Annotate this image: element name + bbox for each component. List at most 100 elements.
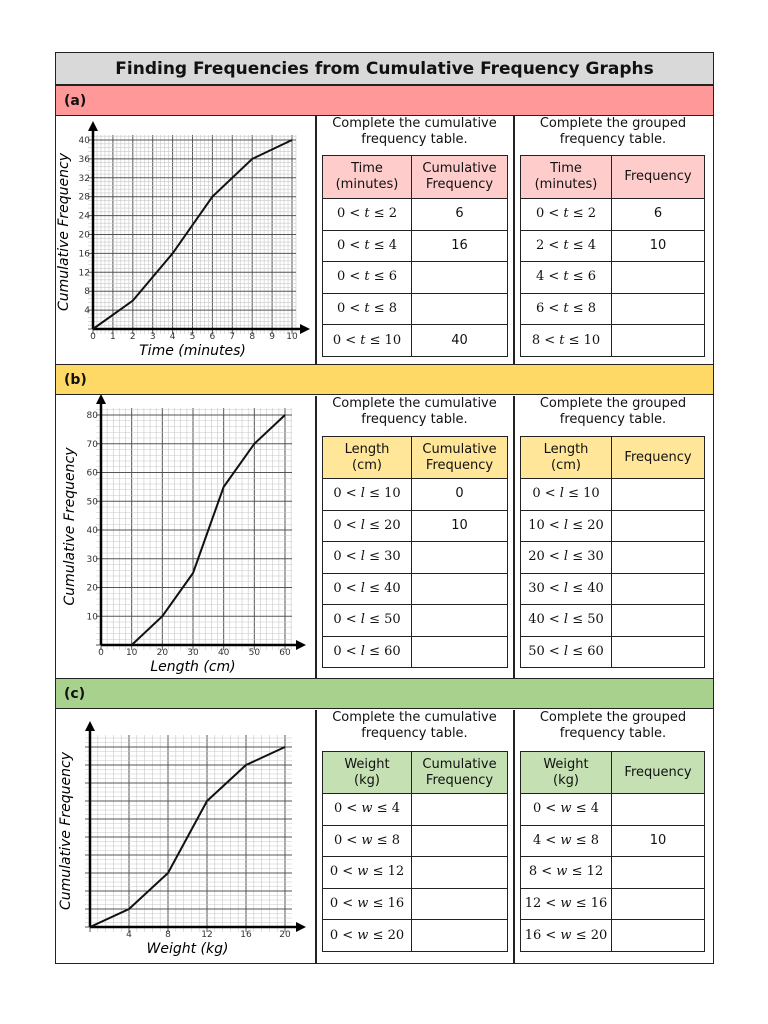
table-row: 4 < t ≤ 6 — [520, 261, 705, 294]
frequency-cell[interactable]: 10 — [411, 509, 508, 542]
interval-cell: 0 < t ≤ 10 — [322, 324, 412, 357]
x-tick-label: 6 — [210, 332, 216, 342]
section-header-a: (a) — [55, 85, 714, 116]
grouped-instruction: Complete the grouped frequency table. — [539, 116, 687, 147]
cumulative-instruction: Complete the cumulative frequency table. — [332, 116, 497, 147]
frequency-cell[interactable] — [611, 856, 705, 889]
x-tick-label: 10 — [286, 332, 298, 342]
frequency-cell[interactable] — [611, 478, 705, 511]
frequency-cell[interactable]: 10 — [611, 229, 705, 263]
interval-cell: 6 < t ≤ 8 — [520, 292, 612, 326]
frequency-cell[interactable] — [611, 887, 705, 921]
table-row: 0 < l ≤ 50 — [322, 604, 508, 637]
frequency-cell[interactable] — [611, 793, 705, 826]
column-divider — [315, 116, 317, 364]
frequency-cell[interactable] — [611, 324, 705, 357]
frequency-cell[interactable] — [611, 635, 705, 668]
table-row: 0 < t ≤ 10 40 — [322, 324, 508, 357]
x-tick-label: 1 — [110, 332, 116, 342]
frequency-cell[interactable] — [411, 793, 508, 826]
interval-cell: 30 < l ≤ 40 — [520, 572, 612, 605]
interval-cell: 0 < w ≤ 4 — [520, 793, 612, 826]
table-row: 2 < t ≤ 4 10 — [520, 229, 705, 263]
frequency-cell[interactable] — [611, 541, 705, 574]
table-row: 6 < t ≤ 8 — [520, 292, 705, 326]
worksheet-title: Finding Frequencies from Cumulative Freq… — [55, 52, 714, 85]
x-tick-label: 60 — [279, 648, 291, 658]
grouped-instruction: Complete the grouped frequency table. — [539, 396, 687, 427]
table-row: 0 < l ≤ 10 0 — [322, 478, 508, 511]
cumulative-frequency-table: Weight (kg) Cumulative Frequency 0 < w ≤ 4… — [322, 751, 508, 952]
frequency-cell[interactable] — [611, 572, 705, 605]
frequency-cell[interactable] — [411, 541, 508, 574]
column-header: Cumulative Frequency — [411, 436, 508, 479]
frequency-cell[interactable] — [611, 509, 705, 542]
y-tick-label: 50 — [87, 497, 99, 507]
table-row: 30 < l ≤ 40 — [520, 572, 705, 605]
frequency-cell[interactable] — [411, 292, 508, 326]
table-row: 12 < w ≤ 16 — [520, 887, 705, 921]
interval-cell: 10 < l ≤ 20 — [520, 509, 612, 542]
table-row: 0 < l ≤ 10 — [520, 478, 705, 511]
interval-cell: 8 < t ≤ 10 — [520, 324, 612, 357]
interval-cell: 4 < t ≤ 6 — [520, 261, 612, 294]
y-axis-label: Cumulative Frequency — [62, 447, 78, 606]
column-header: Time (minutes) — [322, 155, 412, 199]
x-tick-label: 16 — [240, 930, 252, 940]
frequency-cell[interactable]: 6 — [611, 198, 705, 231]
x-tick-label: 40 — [218, 648, 230, 658]
cumulative-instruction: Complete the cumulative frequency table. — [332, 710, 497, 741]
column-header: Length (cm) — [520, 436, 612, 479]
frequency-cell[interactable] — [411, 572, 508, 605]
y-axis-arrow-icon — [96, 394, 106, 404]
interval-cell: 20 < l ≤ 30 — [520, 541, 612, 574]
table-row: 0 < w ≤ 4 — [322, 793, 508, 826]
y-axis-label: Cumulative Frequency — [56, 152, 72, 311]
x-axis-label: Length (cm) — [150, 659, 235, 675]
frequency-cell[interactable] — [411, 887, 508, 921]
grouped-frequency-table: Length (cm) Frequency 0 < l ≤ 10 10 < l ≤ 2… — [520, 436, 705, 668]
frequency-cell[interactable] — [411, 856, 508, 889]
frequency-cell[interactable]: 16 — [411, 229, 508, 263]
y-tick-label: 10 — [87, 612, 99, 622]
table-row: 50 < l ≤ 60 — [520, 635, 705, 668]
frequency-cell[interactable] — [611, 919, 705, 952]
frequency-cell[interactable] — [611, 604, 705, 637]
frequency-cell[interactable]: 0 — [411, 478, 508, 511]
frequency-cell[interactable] — [411, 261, 508, 294]
interval-cell: 4 < w ≤ 8 — [520, 824, 612, 858]
table-row: 16 < w ≤ 20 — [520, 919, 705, 952]
table-row: 0 < w ≤ 12 — [322, 856, 508, 889]
column-header: Time (minutes) — [520, 155, 612, 199]
interval-cell: 0 < l ≤ 10 — [520, 478, 612, 511]
column-divider — [513, 116, 515, 364]
frequency-cell[interactable] — [411, 919, 508, 952]
frequency-cell[interactable] — [411, 824, 508, 858]
frequency-cell[interactable] — [611, 261, 705, 294]
interval-cell: 0 < w ≤ 4 — [322, 793, 412, 826]
y-tick-label: 70 — [87, 440, 99, 450]
table-row: 4 < w ≤ 8 10 — [520, 824, 705, 858]
y-tick-label: 40 — [79, 136, 91, 146]
column-divider — [315, 710, 317, 963]
column-header: Frequency — [611, 155, 705, 199]
x-tick-label: 20 — [157, 648, 169, 658]
frequency-cell[interactable] — [611, 292, 705, 326]
interval-cell: 0 < l ≤ 30 — [322, 541, 412, 574]
frequency-cell[interactable]: 6 — [411, 198, 508, 231]
interval-cell: 50 < l ≤ 60 — [520, 635, 612, 668]
cumulative-frequency-curve — [89, 746, 286, 928]
interval-cell: 0 < t ≤ 6 — [322, 261, 412, 294]
table-row: 8 < t ≤ 10 — [520, 324, 705, 357]
column-header: Weight (kg) — [322, 751, 412, 794]
x-tick-label: 30 — [187, 648, 199, 658]
cumulative-frequency-curve — [92, 139, 293, 330]
frequency-cell[interactable] — [411, 604, 508, 637]
frequency-cell[interactable] — [411, 635, 508, 668]
frequency-cell[interactable]: 10 — [611, 824, 705, 858]
table-row: 0 < l ≤ 30 — [322, 541, 508, 574]
x-axis-arrow-icon — [300, 324, 310, 334]
frequency-cell[interactable]: 40 — [411, 324, 508, 357]
